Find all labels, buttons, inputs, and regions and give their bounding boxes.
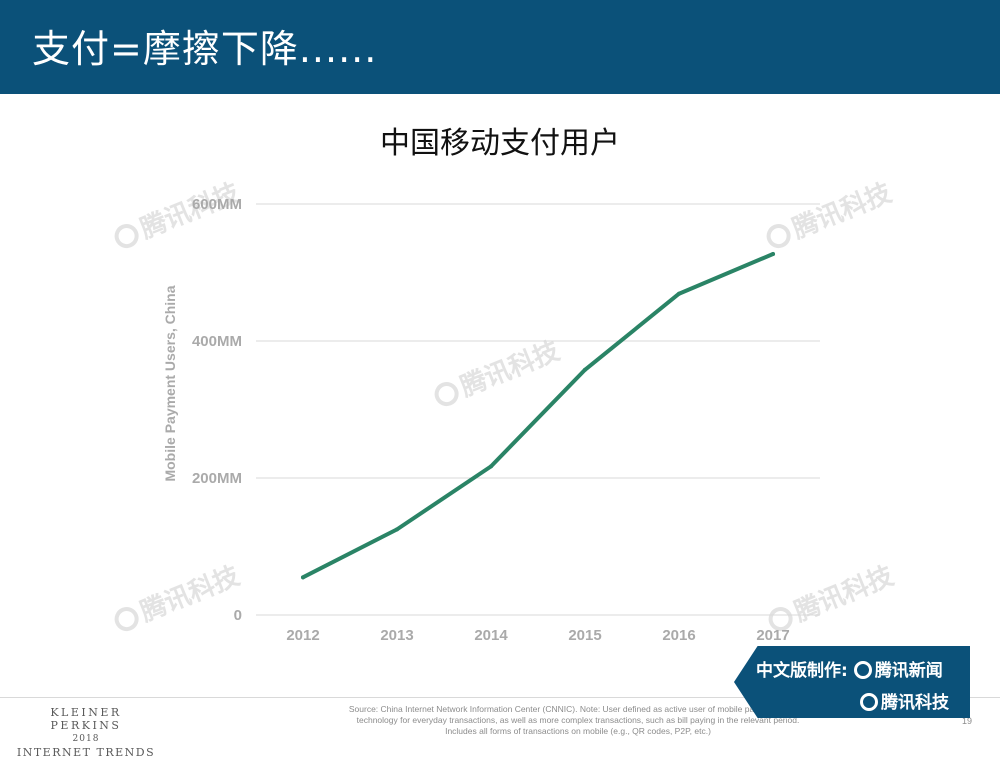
page-number: 19	[962, 716, 973, 726]
tencent-tech-icon	[860, 693, 878, 711]
brand-line-1: KLEINER PERKINS	[50, 706, 122, 732]
kleiner-perkins-logo: KLEINER PERKINS 2018 INTERNET TRENDS	[12, 706, 160, 759]
data-point	[677, 291, 681, 296]
footer-divider	[0, 697, 1000, 698]
chart-title: 中国移动支付用户	[380, 126, 620, 161]
tencent-news-icon	[853, 661, 872, 679]
badge-background	[734, 646, 970, 718]
series-line	[301, 252, 775, 580]
brand-line-3: INTERNET TRENDS	[16, 746, 156, 759]
data-point	[771, 252, 775, 257]
x-tick-label: 2013	[380, 627, 413, 644]
y-tick-label: 0	[234, 607, 242, 624]
slide-title: 支付=摩擦下降......	[32, 27, 378, 71]
data-point	[583, 367, 587, 372]
x-tick-label: 2012	[286, 627, 319, 644]
data-point	[395, 527, 399, 532]
y-tick-label: 600MM	[192, 196, 242, 213]
translation-badge: 中文版制作: 腾讯新闻 腾讯科技	[734, 646, 970, 718]
x-tick-label: 2016	[662, 627, 695, 644]
slide-header: 支付=摩擦下降......	[0, 0, 1000, 94]
data-point	[489, 464, 493, 469]
x-tick-label: 2014	[474, 627, 508, 644]
badge-prefix: 中文版制作:	[756, 661, 848, 681]
y-tick-label: 400MM	[192, 333, 242, 350]
badge-row-tech: 腾讯科技	[854, 688, 949, 713]
y-tick-label: 200MM	[192, 470, 242, 487]
x-tick-label: 2015	[568, 627, 601, 644]
badge-tech-label: 腾讯科技	[881, 693, 949, 713]
source-note: Source: China Internet Network Informati…	[348, 704, 808, 736]
badge-row-news: 中文版制作: 腾讯新闻	[756, 656, 943, 681]
x-tick-label: 2017	[756, 627, 789, 644]
data-point	[301, 575, 305, 580]
brand-line-2: 2018	[72, 734, 100, 744]
badge-news-label: 腾讯新闻	[874, 661, 943, 681]
y-axis-label: Mobile Payment Users, China	[162, 285, 178, 481]
